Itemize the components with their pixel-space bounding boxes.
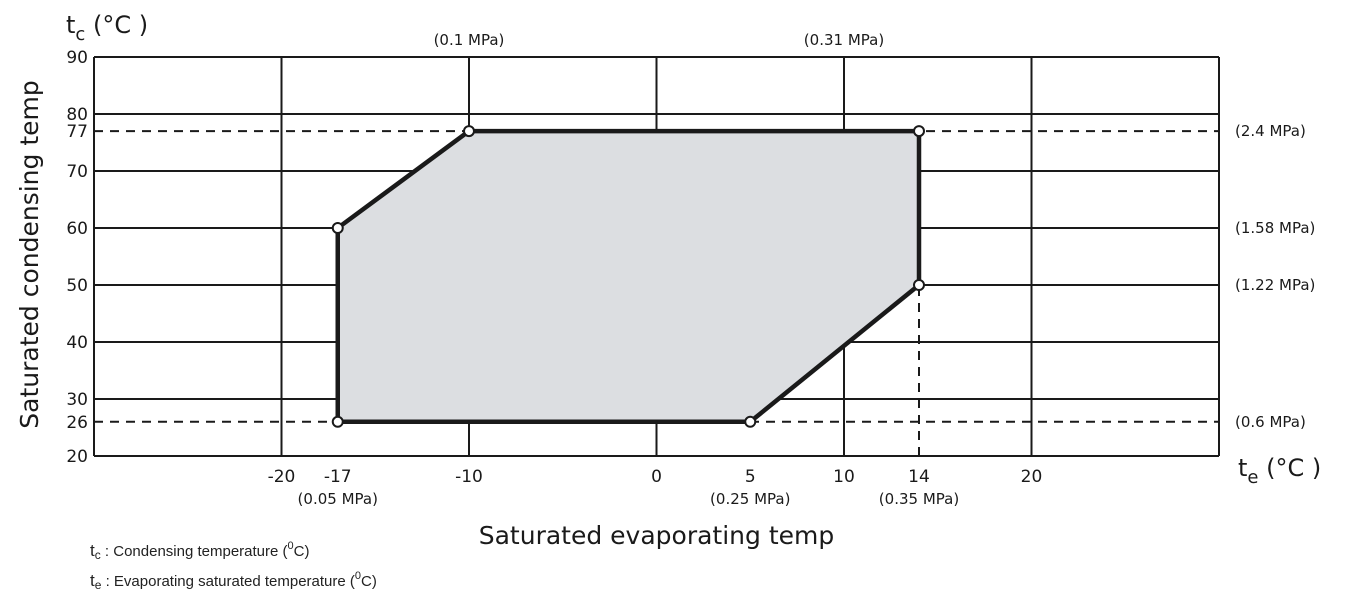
envelope-area — [335, 128, 922, 425]
legend-symbol: t — [90, 541, 95, 560]
legend-item-evaporating: te : Evaporating saturated temperature (… — [90, 570, 377, 592]
y-axis-symbol: tc (°C ) — [66, 11, 148, 45]
envelope-point — [913, 125, 925, 138]
legend-item-condensing: tc : Condensing temperature (0C) — [90, 540, 309, 562]
x-tick-label: 14 — [908, 467, 930, 487]
x-tick-label: -20 — [268, 467, 296, 487]
y-tick-label: 77 — [66, 122, 88, 142]
x-axis-symbol: te (°C ) — [1238, 454, 1321, 488]
pressure-labels: (0.1 MPa) (0.31 MPa) (2.4 MPa) (1.58 MPa) (1… — [298, 31, 1316, 508]
y-tick-label: 30 — [66, 390, 88, 410]
y-tick-label: 70 — [66, 162, 88, 182]
legend-superscript: 0 — [287, 540, 294, 552]
y-tick-label: 80 — [66, 105, 88, 125]
pressure-label-bottom: (0.25 MPa) — [710, 490, 790, 508]
pressure-label-right: (0.6 MPa) — [1235, 413, 1306, 431]
x-tick-label: -10 — [455, 467, 483, 487]
y-tick-label: 50 — [66, 276, 88, 296]
envelope-point — [331, 415, 344, 428]
pressure-label-bottom: (0.05 MPa) — [298, 490, 378, 508]
pressure-label-top: (0.31 MPa) — [804, 31, 884, 49]
legend-subscript: e — [94, 578, 102, 592]
x-tick-label: 5 — [745, 467, 756, 487]
envelope-point — [463, 125, 475, 138]
x-tick-label: 20 — [1021, 467, 1043, 487]
pressure-label-right: (1.22 MPa) — [1235, 276, 1315, 294]
legend-symbol: t — [90, 571, 95, 590]
pressure-label-right: (1.58 MPa) — [1235, 219, 1315, 237]
legend-text-end: C) — [293, 543, 310, 560]
envelope — [331, 125, 925, 428]
legend-subscript: c — [94, 548, 101, 562]
x-tick-label: 0 — [651, 467, 662, 487]
pressure-label-right: (2.4 MPa) — [1235, 122, 1306, 140]
y-tick-label: 20 — [66, 447, 88, 467]
legend-superscript: 0 — [354, 570, 362, 582]
y-axis-title: Saturated condensing temp — [15, 80, 44, 428]
envelope-point — [913, 279, 925, 291]
y-tick-label: 90 — [66, 48, 88, 68]
x-tick-label: -17 — [324, 467, 352, 487]
x-axis-title: Saturated evaporating temp — [479, 521, 835, 550]
y-tick-label: 26 — [66, 413, 88, 433]
axis-titles: Saturated evaporating temp Saturated cond… — [15, 11, 1321, 550]
legend-text-end: C) — [361, 573, 377, 590]
pressure-label-top: (0.1 MPa) — [434, 31, 505, 49]
envelope-point — [744, 415, 757, 428]
legend-text: : Evaporating saturated temperature ( — [105, 573, 355, 590]
pressure-label-bottom: (0.35 MPa) — [879, 490, 959, 508]
envelope-point — [331, 222, 344, 234]
x-tick-label: 10 — [833, 467, 855, 487]
y-tick-label: 60 — [66, 219, 88, 239]
y-tick-label: 40 — [66, 333, 88, 353]
legend-text: : Condensing temperature ( — [104, 543, 288, 560]
